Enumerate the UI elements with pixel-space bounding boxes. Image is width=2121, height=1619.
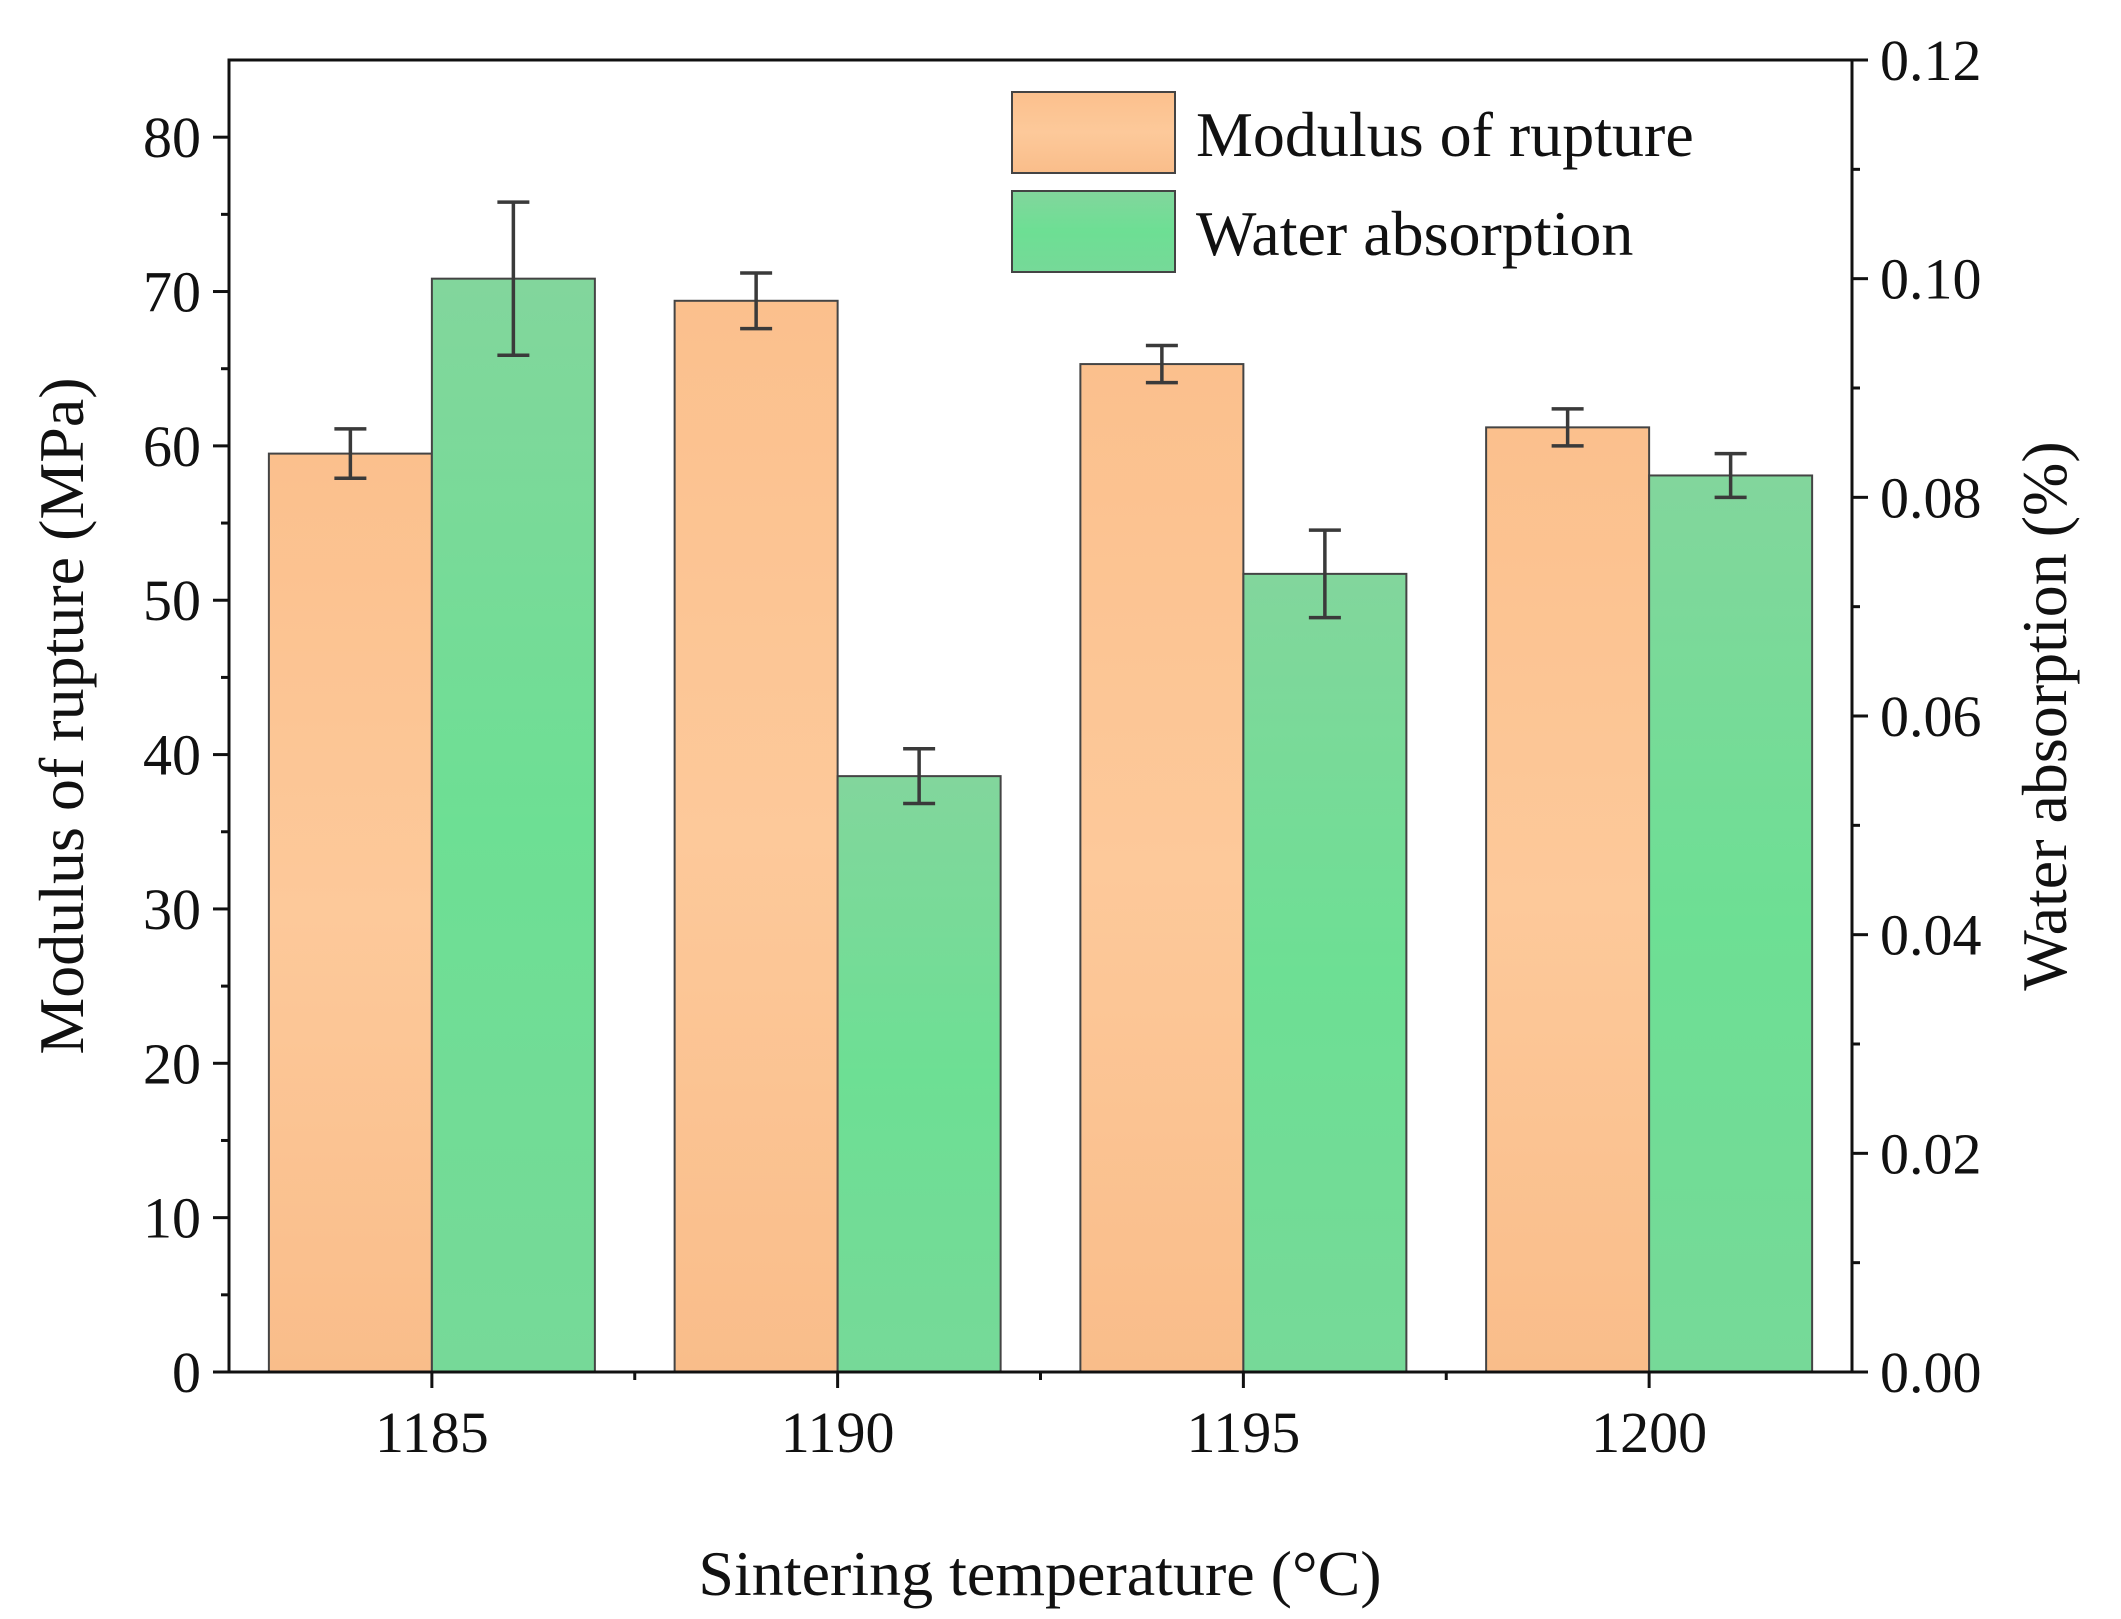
bar-modulus-of-rupture-1185 xyxy=(267,452,433,1374)
right-tick-label-0.06: 0.06 xyxy=(1880,684,1982,749)
error-bar-water-absorption-1200 xyxy=(1714,451,1747,500)
left-tick-label-40: 40 xyxy=(143,723,201,788)
left-tick-label-0: 0 xyxy=(172,1340,201,1405)
x-tick-label-1195: 1195 xyxy=(1186,1400,1300,1465)
left-tick-label-50: 50 xyxy=(143,568,201,633)
bar-water-absorption-1200 xyxy=(1648,474,1814,1373)
left-tick-label-80: 80 xyxy=(143,105,201,170)
legend-label-modulus-of-rupture: Modulus of rupture xyxy=(1196,99,1694,170)
right-tick-label-0.04: 0.04 xyxy=(1880,903,1982,968)
right-axis-title: Water absorption (%) xyxy=(2009,441,2080,990)
legend-label-water-absorption: Water absorption xyxy=(1196,198,1633,269)
bar-water-absorption-1190 xyxy=(836,775,1002,1373)
x-tick-label-1200: 1200 xyxy=(1591,1400,1707,1465)
error-bar-water-absorption-1185 xyxy=(497,200,530,357)
left-tick-label-30: 30 xyxy=(143,877,201,942)
right-tick-label-0.12: 0.12 xyxy=(1880,28,1982,93)
left-tick-label-70: 70 xyxy=(143,260,201,325)
bar-water-absorption-1185 xyxy=(430,277,596,1374)
left-axis: 0 10 20 30 40 50 60 70 80 xyxy=(143,105,229,1405)
right-tick-label-0.10: 0.10 xyxy=(1880,247,1982,312)
error-bar-modulus-of-rupture-1185 xyxy=(334,427,367,481)
left-tick-label-20: 20 xyxy=(143,1031,201,1096)
bar-modulus-of-rupture-1195 xyxy=(1079,363,1245,1373)
bars-layer xyxy=(267,277,1814,1374)
error-bar-modulus-of-rupture-1190 xyxy=(740,271,773,331)
error-bar-water-absorption-1195 xyxy=(1308,528,1341,620)
bar-modulus-of-rupture-1200 xyxy=(1485,426,1651,1373)
right-tick-label-0.02: 0.02 xyxy=(1880,1121,1982,1186)
right-tick-label-0.08: 0.08 xyxy=(1880,465,1982,530)
bar-water-absorption-1195 xyxy=(1242,572,1408,1373)
bar-modulus-of-rupture-1190 xyxy=(673,299,839,1374)
left-axis-title: Modulus of rupture (MPa) xyxy=(26,377,97,1054)
left-tick-label-10: 10 xyxy=(143,1186,201,1251)
x-tick-label-1185: 1185 xyxy=(375,1400,489,1465)
left-tick-label-60: 60 xyxy=(143,414,201,479)
legend-swatch-water-absorption xyxy=(1011,190,1176,273)
x-tick-label-1190: 1190 xyxy=(781,1400,895,1465)
x-axis-title: Sintering temperature (°C) xyxy=(698,1538,1381,1609)
error-bar-modulus-of-rupture-1200 xyxy=(1551,407,1584,448)
right-tick-label-0.00: 0.00 xyxy=(1880,1340,1982,1405)
error-bar-modulus-of-rupture-1195 xyxy=(1145,343,1178,385)
x-axis: 1185 1190 1195 1200 xyxy=(375,1372,1707,1465)
legend-swatch-modulus-of-rupture xyxy=(1011,91,1176,174)
right-axis: 0.00 0.02 0.04 0.06 0.08 0.10 0.12 xyxy=(1852,28,1982,1405)
error-bars-layer xyxy=(334,200,1747,806)
error-bar-water-absorption-1190 xyxy=(903,747,936,806)
legend: Modulus of rupture Water absorption xyxy=(1011,91,1694,273)
